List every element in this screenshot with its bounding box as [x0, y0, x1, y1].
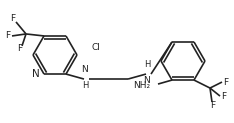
- Text: F: F: [11, 14, 16, 23]
- Text: NH₂: NH₂: [133, 81, 150, 90]
- Text: F: F: [5, 31, 11, 40]
- Text: F: F: [221, 92, 227, 101]
- Text: N: N: [32, 69, 40, 79]
- Text: H: H: [82, 81, 88, 90]
- Text: N: N: [144, 76, 150, 85]
- Text: Cl: Cl: [92, 43, 101, 52]
- Text: N: N: [82, 65, 88, 74]
- Text: F: F: [18, 44, 22, 54]
- Text: F: F: [210, 101, 216, 110]
- Text: H: H: [144, 60, 150, 69]
- Text: F: F: [223, 78, 229, 87]
